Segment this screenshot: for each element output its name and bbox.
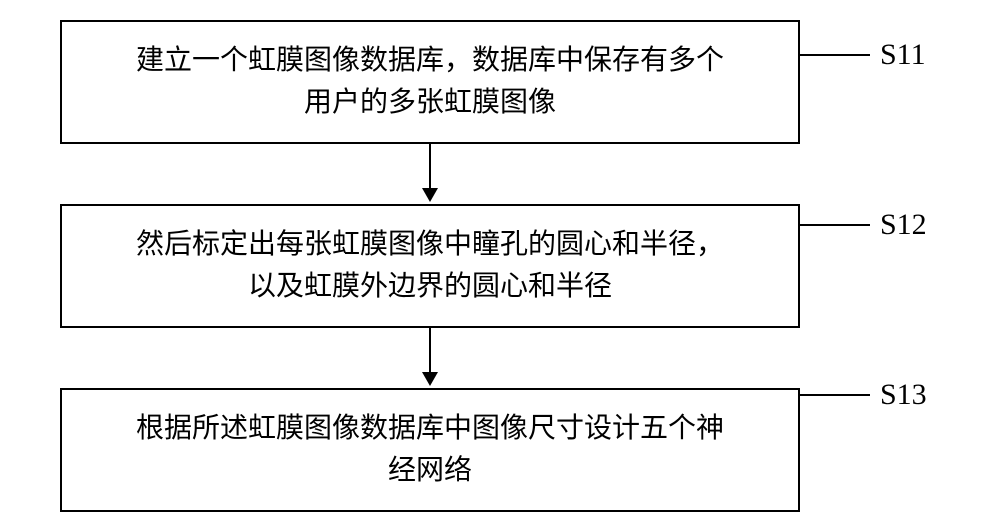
step-label-3: S13	[880, 378, 927, 412]
connector-1	[800, 54, 870, 56]
step-label-2: S12	[880, 208, 927, 242]
flow-step-3-line1: 根据所述虹膜图像数据库中图像尺寸设计五个神	[92, 408, 768, 450]
flow-step-1-line1: 建立一个虹膜图像数据库，数据库中保存有多个	[92, 40, 768, 82]
arrow-down-icon	[422, 372, 438, 386]
flowchart-container: 建立一个虹膜图像数据库，数据库中保存有多个 用户的多张虹膜图像 S11 然后标定…	[60, 20, 940, 512]
flow-step-2-line1: 然后标定出每张虹膜图像中瞳孔的圆心和半径，	[92, 224, 768, 266]
step-label-1: S11	[880, 38, 926, 72]
arrow-down-icon	[422, 188, 438, 202]
arrow-line-icon	[429, 328, 431, 376]
arrow-1	[60, 144, 800, 204]
flow-step-1-line2: 用户的多张虹膜图像	[92, 82, 768, 124]
flow-step-3-line2: 经网络	[92, 450, 768, 492]
connector-2	[800, 224, 870, 226]
connector-3	[800, 394, 870, 396]
arrow-line-icon	[429, 144, 431, 192]
flow-step-2-line2: 以及虹膜外边界的圆心和半径	[92, 266, 768, 308]
flow-step-3: 根据所述虹膜图像数据库中图像尺寸设计五个神 经网络	[60, 388, 800, 512]
flow-step-2: 然后标定出每张虹膜图像中瞳孔的圆心和半径， 以及虹膜外边界的圆心和半径	[60, 204, 800, 328]
flow-step-1: 建立一个虹膜图像数据库，数据库中保存有多个 用户的多张虹膜图像	[60, 20, 800, 144]
arrow-2	[60, 328, 800, 388]
